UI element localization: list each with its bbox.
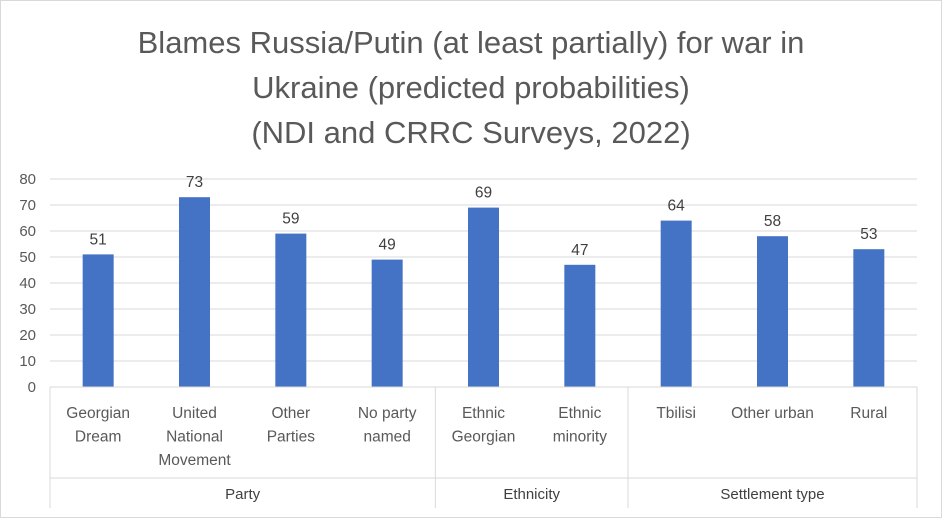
bar bbox=[853, 249, 885, 387]
y-tick-label: 40 bbox=[19, 275, 36, 292]
x-tick-label: minority bbox=[553, 429, 608, 446]
bar bbox=[564, 264, 596, 387]
bar bbox=[275, 233, 307, 387]
x-tick-label: Ethnic bbox=[462, 405, 505, 422]
chart-title-line-3: (NDI and CRRC Surveys, 2022) bbox=[251, 115, 690, 150]
y-tick-label: 70 bbox=[19, 197, 36, 214]
x-tick-label: No party bbox=[358, 405, 417, 422]
bar bbox=[757, 236, 788, 387]
x-tick-label: Georgian bbox=[66, 405, 130, 422]
x-tick-label: Other urban bbox=[731, 405, 814, 422]
y-tick-label: 20 bbox=[19, 327, 36, 344]
x-tick-label: Movement bbox=[158, 452, 231, 469]
chart-title-line-2: Ukraine (predicted probabilities) bbox=[252, 70, 690, 105]
x-tick-label: named bbox=[363, 429, 410, 446]
bars: 51 73 59 49 69 47 64 58 53 bbox=[82, 174, 885, 387]
group-label: Settlement type bbox=[720, 486, 824, 503]
y-tick-label: 80 bbox=[19, 171, 36, 188]
y-tick-label: 0 bbox=[28, 379, 36, 396]
data-label: 69 bbox=[475, 185, 492, 202]
data-label: 51 bbox=[90, 231, 107, 248]
y-tick-label: 50 bbox=[19, 249, 36, 266]
x-tick-label: Parties bbox=[267, 429, 315, 446]
y-tick-label: 60 bbox=[19, 223, 36, 240]
data-label: 47 bbox=[571, 242, 588, 259]
x-tick-label: Dream bbox=[75, 429, 122, 446]
x-tick-label: Ethnic bbox=[558, 405, 601, 422]
chart-title: Blames Russia/Putin (at least partially)… bbox=[138, 25, 805, 150]
group-label: Ethnicity bbox=[503, 486, 560, 503]
y-axis: 0 10 20 30 40 50 60 70 80 bbox=[19, 171, 36, 396]
x-axis: Georgian Dream United National Movement Other… bbox=[49, 386, 918, 508]
bar bbox=[468, 207, 499, 387]
group-label: Party bbox=[225, 486, 261, 503]
data-label: 59 bbox=[282, 211, 299, 228]
x-tick-label: Georgian bbox=[452, 429, 516, 446]
data-label: 73 bbox=[186, 174, 203, 191]
x-tick-label: Other bbox=[271, 405, 310, 422]
x-tick-label: Rural bbox=[850, 405, 887, 422]
chart-title-line-1: Blames Russia/Putin (at least partially)… bbox=[138, 25, 805, 60]
y-tick-label: 10 bbox=[19, 353, 36, 370]
bar bbox=[660, 220, 692, 387]
bar bbox=[371, 259, 403, 387]
x-tick-label: National bbox=[166, 429, 223, 446]
data-label: 49 bbox=[379, 237, 396, 254]
y-tick-label: 30 bbox=[19, 301, 36, 318]
x-tick-label: United bbox=[172, 405, 217, 422]
x-tick-label: Tbilisi bbox=[656, 405, 696, 422]
data-label: 58 bbox=[764, 213, 781, 230]
bar bbox=[179, 197, 210, 387]
bar bbox=[82, 254, 114, 387]
data-label: 64 bbox=[668, 198, 686, 215]
data-label: 53 bbox=[860, 226, 877, 243]
